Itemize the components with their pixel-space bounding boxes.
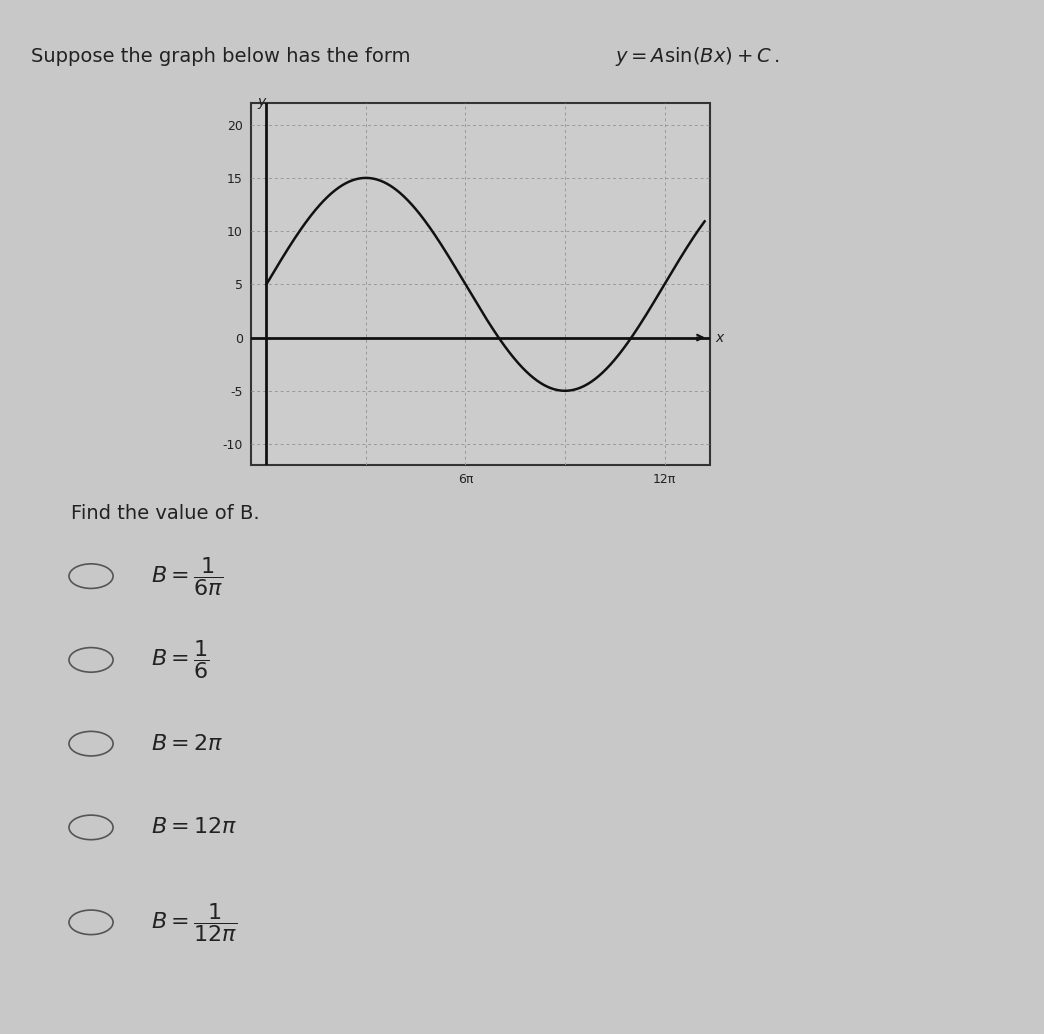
Text: $y = A\sin(Bx) + C\,.$: $y = A\sin(Bx) + C\,.$: [615, 45, 780, 68]
Text: $B = \dfrac{1}{6\pi}$: $B = \dfrac{1}{6\pi}$: [151, 554, 223, 598]
Text: $B = 12\pi$: $B = 12\pi$: [151, 818, 238, 838]
Text: y: y: [257, 95, 265, 109]
Text: Find the value of B.: Find the value of B.: [71, 504, 260, 522]
Text: $B = \dfrac{1}{6}$: $B = \dfrac{1}{6}$: [151, 638, 210, 681]
Text: Suppose the graph below has the form: Suppose the graph below has the form: [31, 48, 423, 66]
Text: $B = 2\pi$: $B = 2\pi$: [151, 734, 223, 754]
Text: x: x: [715, 331, 723, 344]
Text: $B = \dfrac{1}{12\pi}$: $B = \dfrac{1}{12\pi}$: [151, 901, 238, 944]
